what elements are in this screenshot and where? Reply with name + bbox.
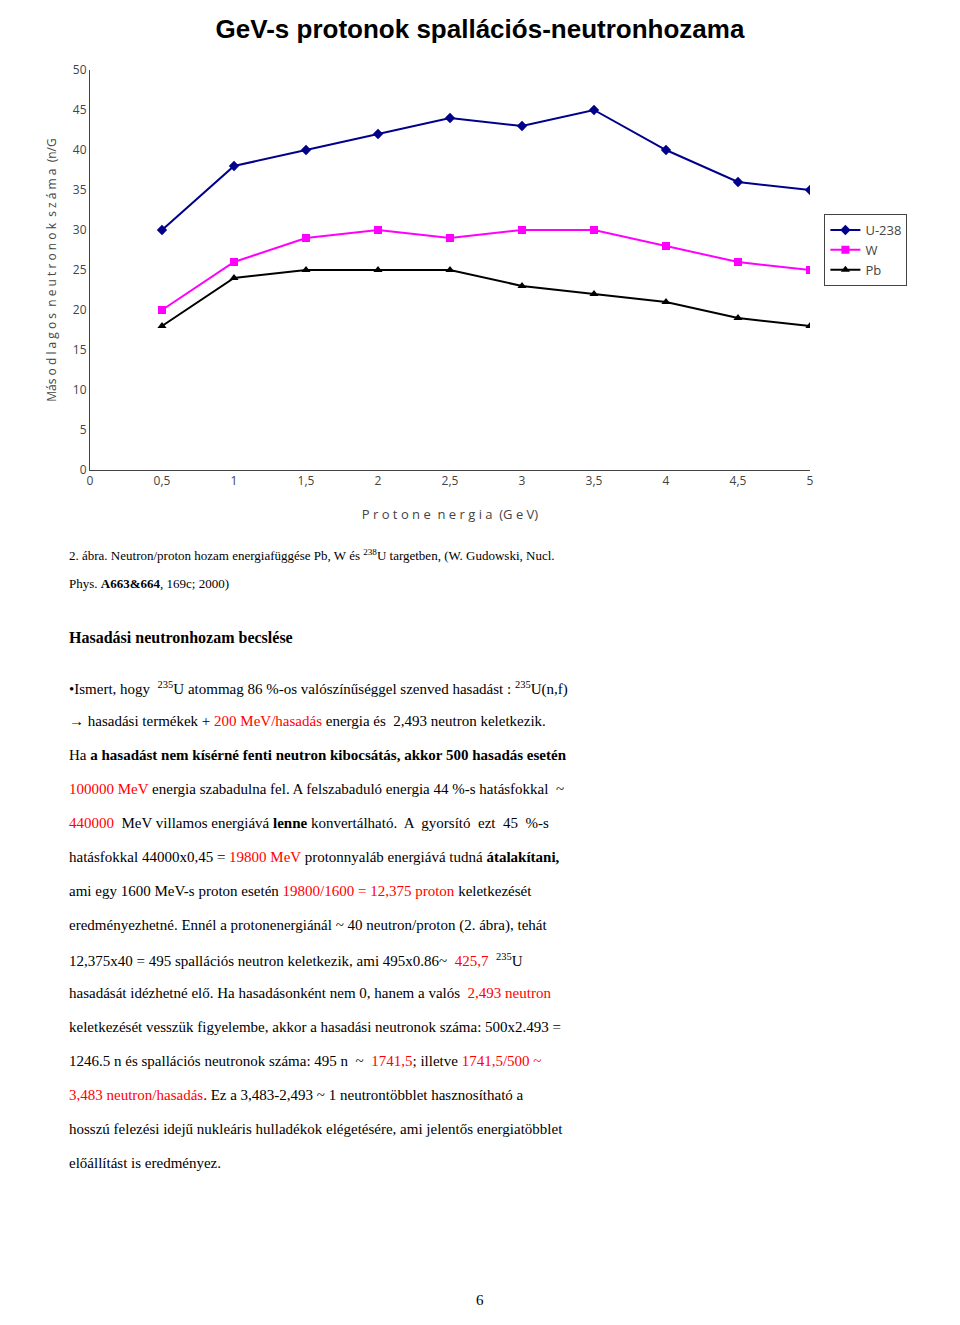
svg-text:2,5: 2,5 <box>442 472 459 489</box>
svg-text:25: 25 <box>73 261 87 278</box>
svg-text:0: 0 <box>87 472 94 489</box>
svg-text:hasadását idézhetné elő. Ha ha: hasadását idézhetné elő. Ha hasadásonkén… <box>69 985 551 1001</box>
svg-text:40: 40 <box>73 141 87 158</box>
svg-text:30: 30 <box>73 221 87 238</box>
svg-text:eredményezhetné. Ennél a proto: eredményezhetné. Ennél a protonenergiáná… <box>69 917 547 934</box>
svg-text:2. ábra. Neutron/proton hozam: 2. ábra. Neutron/proton hozam energiafüg… <box>69 547 555 563</box>
svg-text:keletkezését vesszük figyelemb: keletkezését vesszük figyelembe, akkor a… <box>69 1019 561 1035</box>
svg-text:3,483 neutron/hasadás. Ez a 3,: 3,483 neutron/hasadás. Ez a 3,483-2,493 … <box>69 1087 524 1103</box>
svg-text:Phys. A663&664, 169c; 2000): Phys. A663&664, 169c; 2000) <box>69 576 229 591</box>
svg-text:5: 5 <box>807 472 814 489</box>
svg-text:1: 1 <box>231 472 238 489</box>
svg-text:20: 20 <box>73 301 87 318</box>
svg-text:W: W <box>865 241 877 259</box>
svg-text:0,5: 0,5 <box>154 472 171 489</box>
svg-text:10: 10 <box>73 381 87 398</box>
svg-text:4: 4 <box>663 472 670 489</box>
svg-text:hatásfokkal 44000x0,45 = 19800: hatásfokkal 44000x0,45 = 19800 MeV proto… <box>69 849 560 865</box>
svg-text:15: 15 <box>73 341 87 358</box>
svg-text:U-238: U-238 <box>865 221 901 239</box>
svg-text:Pb: Pb <box>865 261 881 279</box>
svg-text:Ha a hasadást nem kísérné fent: Ha a hasadást nem kísérné fenti neutron … <box>69 747 567 763</box>
svg-text:0: 0 <box>80 461 87 478</box>
svg-text:100000 MeV energia szabadulna: 100000 MeV energia szabadulna fel. A fel… <box>69 781 564 797</box>
svg-text:előállítást is eredményez.: előállítást is eredményez. <box>69 1155 221 1171</box>
svg-text:GeV-s protonok spallációs-neut: GeV-s protonok spallációs-neutronhozama <box>216 14 745 44</box>
svg-text:•Ismert, hogy ​235​U atommag: •Ismert, hogy ​235​U atommag 86 %-os val… <box>69 679 568 698</box>
svg-text:5: 5 <box>80 421 87 438</box>
svg-text:Más o d l a g o s n e u t r o: Más o d l a g o s n e u t r o n o k s z … <box>43 138 60 401</box>
svg-text:hosszú felezési idejű nukleári: hosszú felezési idejű nukleáris hulladék… <box>69 1121 563 1137</box>
svg-text:→ hasadási termékek + 200 MeV/: → hasadási termékek + 200 MeV/hasadás en… <box>69 713 546 729</box>
svg-text:35: 35 <box>73 181 87 198</box>
svg-text:45: 45 <box>73 101 87 118</box>
svg-text:12,375x40 = 495 spallációs neu: 12,375x40 = 495 spallációs neutron kelet… <box>69 951 523 969</box>
svg-text:3: 3 <box>519 472 526 489</box>
svg-text:440000 MeV villamos energiává: 440000 MeV villamos energiává lenne konv… <box>69 815 549 831</box>
svg-text:4,5: 4,5 <box>730 472 747 489</box>
svg-text:50: 50 <box>73 61 87 78</box>
svg-text:2: 2 <box>375 472 382 489</box>
svg-text:Hasadási neutronhozam becslése: Hasadási neutronhozam becslése <box>69 629 293 646</box>
svg-text:P r o t o n e n e r g i a (G: P r o t o n e n e r g i a (G e V) <box>362 505 539 523</box>
svg-text:1246.5 n és spallációs neutron: 1246.5 n és spallációs neutronok száma: … <box>69 1053 541 1069</box>
svg-text:1,5: 1,5 <box>298 472 315 489</box>
svg-text:ami egy 1600 MeV-s proton eset: ami egy 1600 MeV-s proton esetén 19800/1… <box>69 883 532 899</box>
svg-text:3,5: 3,5 <box>586 472 603 489</box>
svg-text:6: 6 <box>476 1292 484 1308</box>
